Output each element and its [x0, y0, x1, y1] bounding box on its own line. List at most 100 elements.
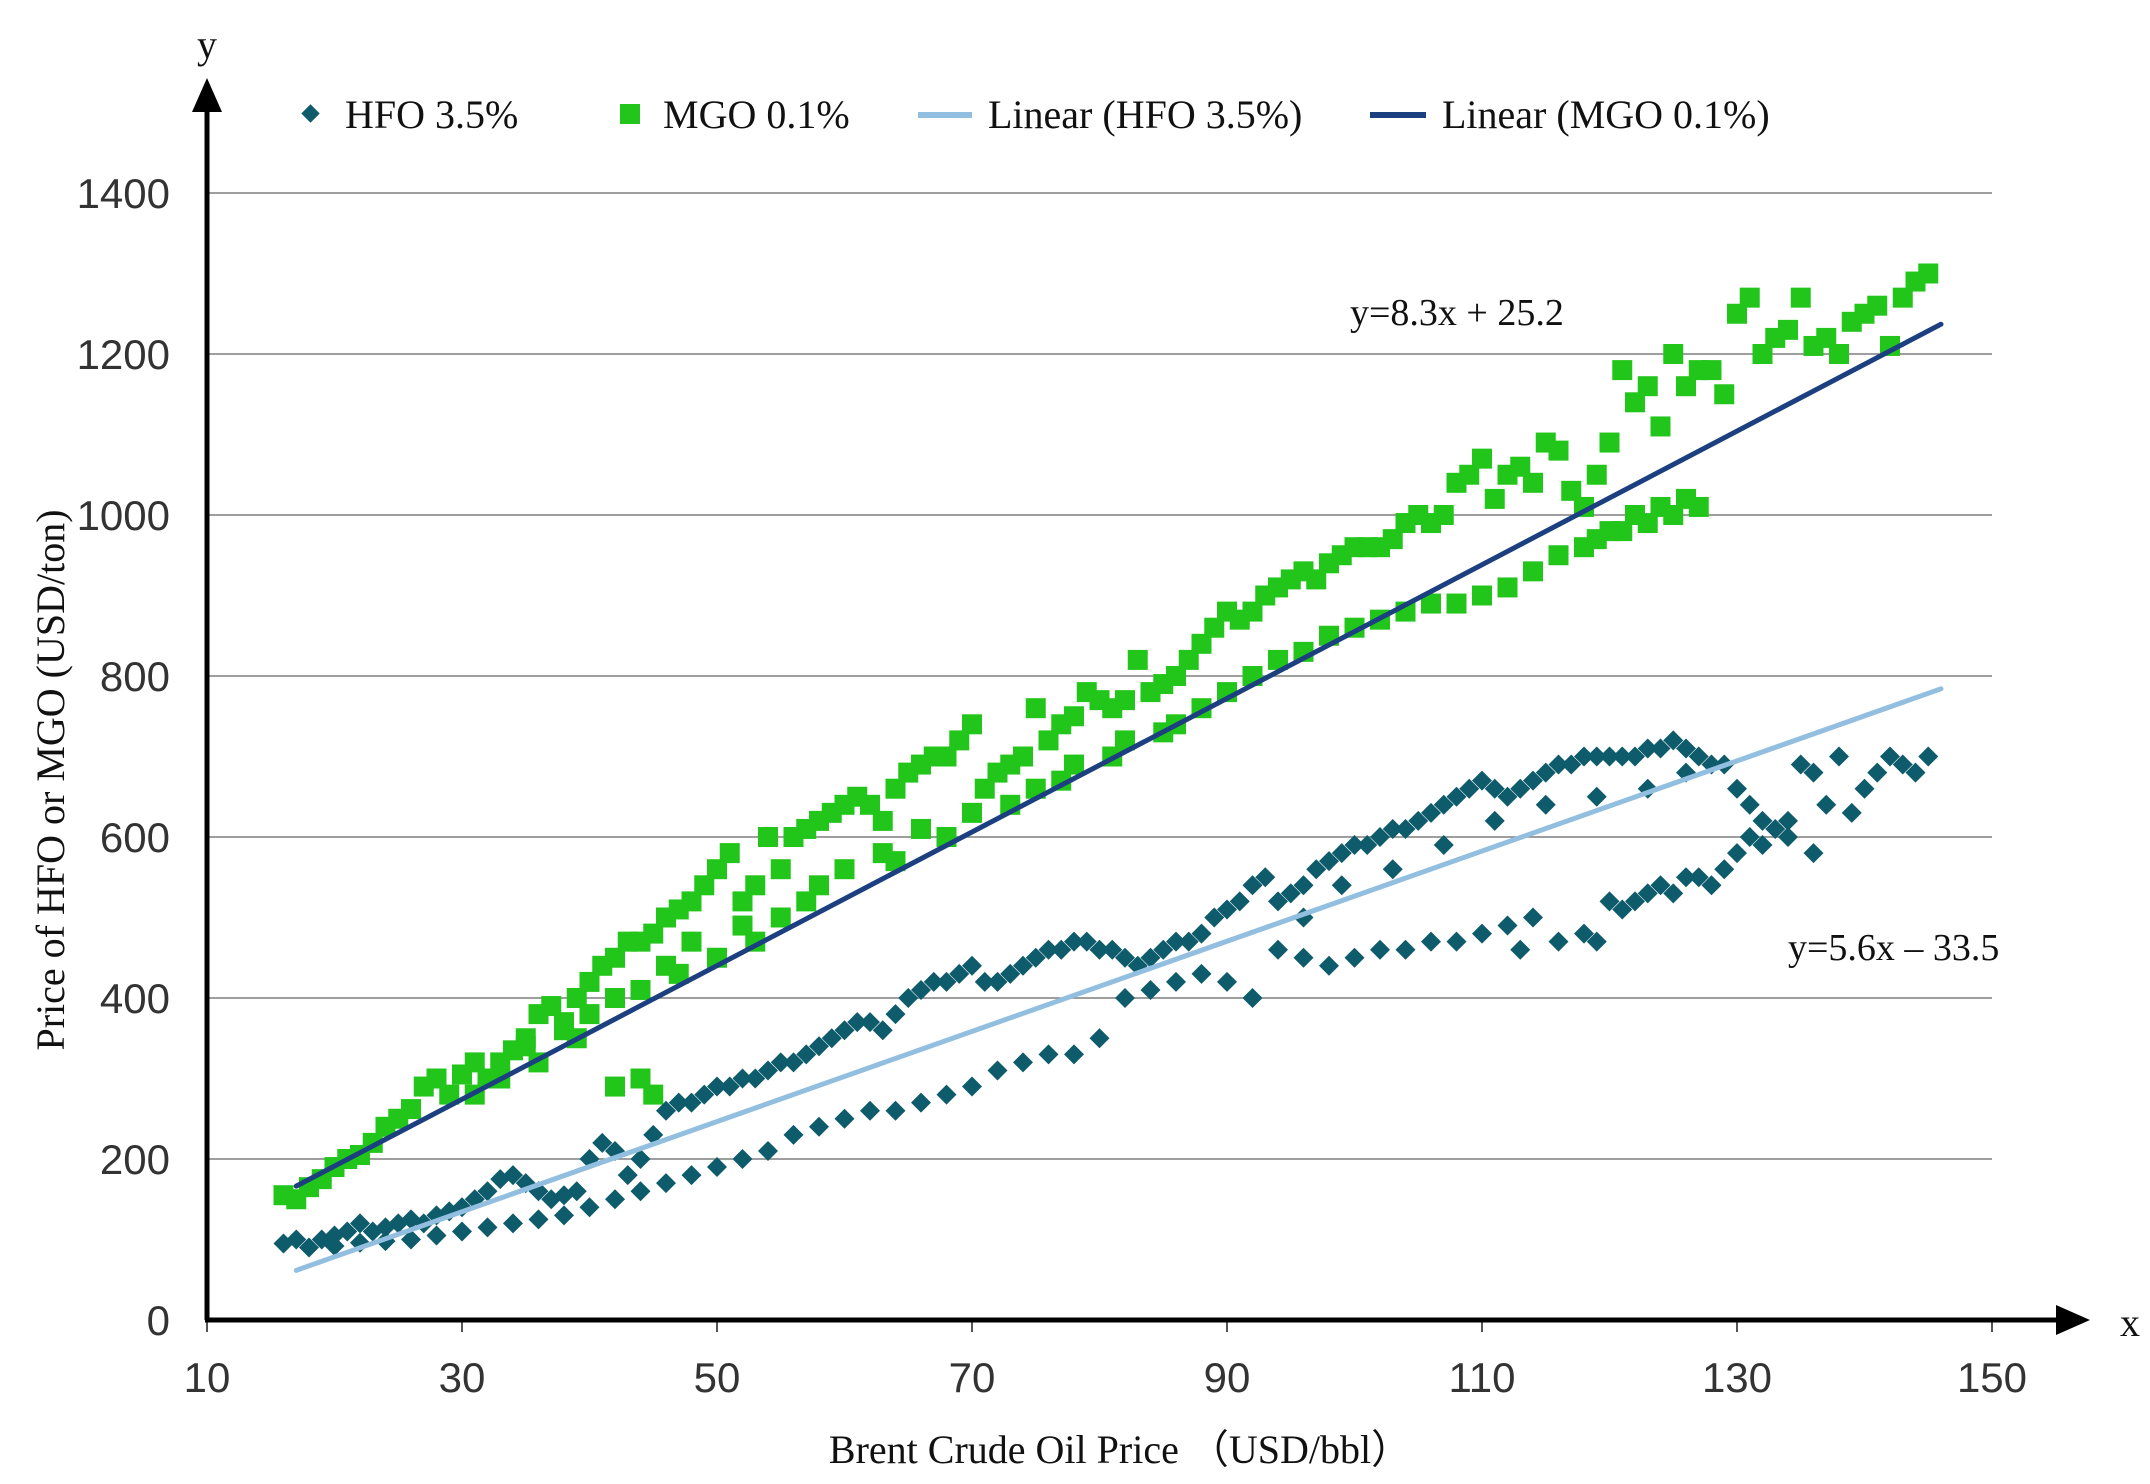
mgo-point-67	[1127, 649, 1148, 670]
hfo-point-84	[1344, 835, 1365, 856]
y-tick-label-600: 600	[100, 814, 170, 861]
hfo-point-68	[1140, 947, 1161, 968]
mgo-point-76	[1242, 601, 1263, 622]
hfo-point-116	[1752, 810, 1773, 831]
mgo-point-167	[796, 891, 817, 912]
hfo-point-89	[1408, 810, 1429, 831]
mgo-point-10	[401, 1099, 421, 1120]
hfo-point-81	[1306, 859, 1327, 880]
mgo-trend-equation: y=8.3x + 25.2	[1350, 292, 1564, 334]
hfo-point-163	[1166, 971, 1186, 992]
hfo-point-185	[605, 1189, 625, 1210]
hfo-point-155	[1510, 939, 1531, 960]
hfo-point-170	[987, 1060, 1008, 1081]
mgo-point-110	[1676, 376, 1696, 397]
mgo-point-38	[758, 827, 778, 847]
hfo-point-64	[1089, 939, 1110, 960]
hfo-point-27	[617, 1165, 638, 1186]
hfo-point-39	[770, 1052, 791, 1073]
hfo-point-122	[1829, 746, 1849, 767]
mgo-point-72	[1191, 633, 1212, 654]
hfo-point-82	[1319, 851, 1339, 872]
hfo-point-154	[1574, 923, 1594, 944]
mgo-point-32	[681, 891, 702, 912]
hfo-point-120	[1803, 762, 1824, 783]
hfo-trend-equation: y=5.6x – 33.5	[1788, 927, 1999, 969]
legend-hfo-trend-label: Linear (HFO 3.5%)	[988, 92, 1302, 137]
x-axis-letter: x	[2120, 1300, 2140, 1345]
hfo-point-106	[1625, 746, 1645, 767]
mgo-point-59	[1025, 698, 1046, 719]
legend-hfo-label: HFO 3.5%	[345, 92, 518, 137]
mgo-point-162	[1650, 496, 1671, 517]
mgo-point-133	[605, 1076, 625, 1097]
hfo-point-88	[1395, 818, 1416, 839]
hfo-point-166	[1089, 1028, 1110, 1049]
hfo-point-191	[452, 1221, 472, 1242]
x-tick-labels: 10 30 50 70 90 110 130 150	[184, 1320, 2027, 1401]
hfo-point-136	[1676, 867, 1696, 888]
hfo-point-125	[1867, 762, 1888, 783]
hfo-point-96	[1497, 786, 1518, 807]
hfo-point-156	[1586, 931, 1607, 952]
hfo-point-57	[1000, 963, 1021, 984]
mgo-point-145	[1064, 754, 1084, 775]
y-tick-label-800: 800	[100, 653, 170, 700]
x-tick-label-130: 130	[1702, 1354, 1772, 1401]
hfo-point-150	[1472, 923, 1492, 944]
mgo-point-179	[1446, 593, 1467, 614]
hfo-point-184	[630, 1181, 651, 1202]
hfo-point-35	[719, 1076, 740, 1097]
hfo-point-76	[1242, 875, 1263, 896]
mgo-point-73	[1204, 617, 1225, 638]
x-tick-label-150: 150	[1957, 1354, 2027, 1401]
hfo-point-114	[1727, 778, 1747, 799]
hfo-point-77	[1255, 867, 1276, 888]
mgo-point-146	[1115, 730, 1135, 751]
hfo-point-33	[694, 1084, 715, 1105]
mgo-point-100	[1548, 440, 1569, 461]
hfo-point-52	[936, 971, 957, 992]
hfo-point-6	[350, 1213, 370, 1234]
gridlines	[207, 192, 1992, 1160]
hfo-point-90	[1421, 802, 1441, 823]
hfo-point-110	[1676, 738, 1696, 759]
hfo-point-199	[1382, 859, 1403, 880]
hfo-point-126	[1880, 746, 1900, 767]
hfo-point-183	[656, 1173, 676, 1194]
mgo-point-53	[949, 730, 970, 751]
mgo-point-29	[643, 923, 664, 944]
mgo-point-182	[1586, 529, 1607, 550]
legend-mgo-label: MGO 0.1%	[663, 92, 850, 137]
mgo-point-106	[1625, 392, 1645, 413]
hfo-point-131	[1612, 899, 1633, 920]
hfo-point-138	[1701, 875, 1722, 896]
hfo-point-196	[324, 1235, 345, 1256]
mgo-point-113	[1714, 384, 1735, 405]
mgo-point-130	[515, 1036, 536, 1057]
hfo-point-75	[1229, 891, 1250, 912]
y-axis-letter: y	[197, 22, 217, 67]
mgo-point-70	[1166, 666, 1186, 686]
hfo-point-140	[1727, 843, 1747, 864]
mgo-point-93	[1459, 464, 1480, 485]
hfo-point-73	[1204, 907, 1225, 928]
y-tick-label-400: 400	[100, 975, 170, 1022]
hfo-point-188	[528, 1209, 549, 1230]
mgo-point-107	[1637, 376, 1658, 397]
mgo-point-62	[1064, 706, 1084, 727]
hfo-point-139	[1714, 859, 1735, 880]
hfo-point-101	[1561, 754, 1582, 775]
hfo-point-135	[1663, 883, 1684, 904]
hfo-point-80	[1293, 875, 1314, 896]
hfo-point-16	[477, 1181, 498, 1202]
hfo-point-25	[592, 1132, 613, 1153]
mgo-point-139	[809, 875, 829, 896]
hfo-point-176	[834, 1108, 855, 1129]
mgo-point-143	[962, 802, 982, 823]
hfo-point-198	[1331, 875, 1352, 896]
mgo-point-103	[1586, 464, 1607, 485]
mgo-point-125	[1867, 295, 1888, 316]
hfo-point-173	[911, 1092, 931, 1113]
mgo-point-26	[605, 947, 625, 968]
